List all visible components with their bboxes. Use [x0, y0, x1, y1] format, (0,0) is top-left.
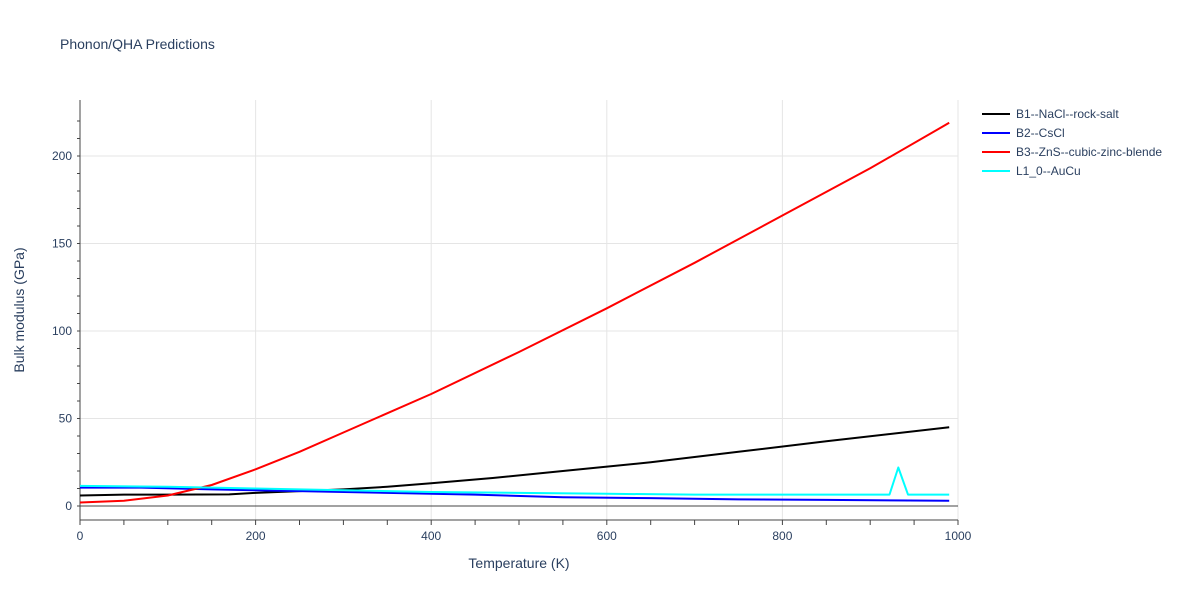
legend-item-3[interactable]: L1_0--AuCu [982, 164, 1081, 178]
x-axis-title: Temperature (K) [468, 555, 569, 571]
legend-item-2[interactable]: B3--ZnS--cubic-zinc-blende [982, 145, 1162, 159]
series-line-0[interactable] [79, 426, 950, 497]
legend-label: B2--CsCl [1016, 126, 1065, 140]
x-tick-label: 200 [246, 529, 266, 543]
series-lines [79, 121, 950, 504]
y-tick-label: 150 [52, 237, 72, 251]
grid-lines [80, 100, 959, 520]
x-tick-label: 600 [597, 529, 617, 543]
legend-item-1[interactable]: B2--CsCl [982, 126, 1065, 140]
x-tick-label: 0 [77, 529, 84, 543]
x-tick-label: 800 [772, 529, 792, 543]
x-tick-label: 1000 [945, 529, 972, 543]
y-tick-label: 0 [65, 499, 72, 513]
chart-title: Phonon/QHA Predictions [60, 36, 215, 52]
series-line-1[interactable] [80, 486, 950, 502]
series-line-2[interactable] [79, 121, 950, 504]
series-line-3[interactable] [79, 466, 950, 496]
y-tick-label: 50 [59, 412, 73, 426]
y-tick-label: 200 [52, 149, 72, 163]
legend[interactable]: B1--NaCl--rock-salt B2--CsCl B3--ZnS--cubi… [982, 107, 1162, 178]
axes: 0 200 400 600 800 1000 0 50 100 150 200 [52, 100, 972, 543]
y-axis-title: Bulk modulus (GPa) [11, 247, 27, 372]
legend-label: B3--ZnS--cubic-zinc-blende [1016, 145, 1162, 159]
y-tick-label: 100 [52, 324, 72, 338]
legend-label: L1_0--AuCu [1016, 164, 1081, 178]
legend-label: B1--NaCl--rock-salt [1016, 107, 1119, 121]
legend-item-0[interactable]: B1--NaCl--rock-salt [982, 107, 1119, 121]
x-tick-label: 400 [421, 529, 441, 543]
